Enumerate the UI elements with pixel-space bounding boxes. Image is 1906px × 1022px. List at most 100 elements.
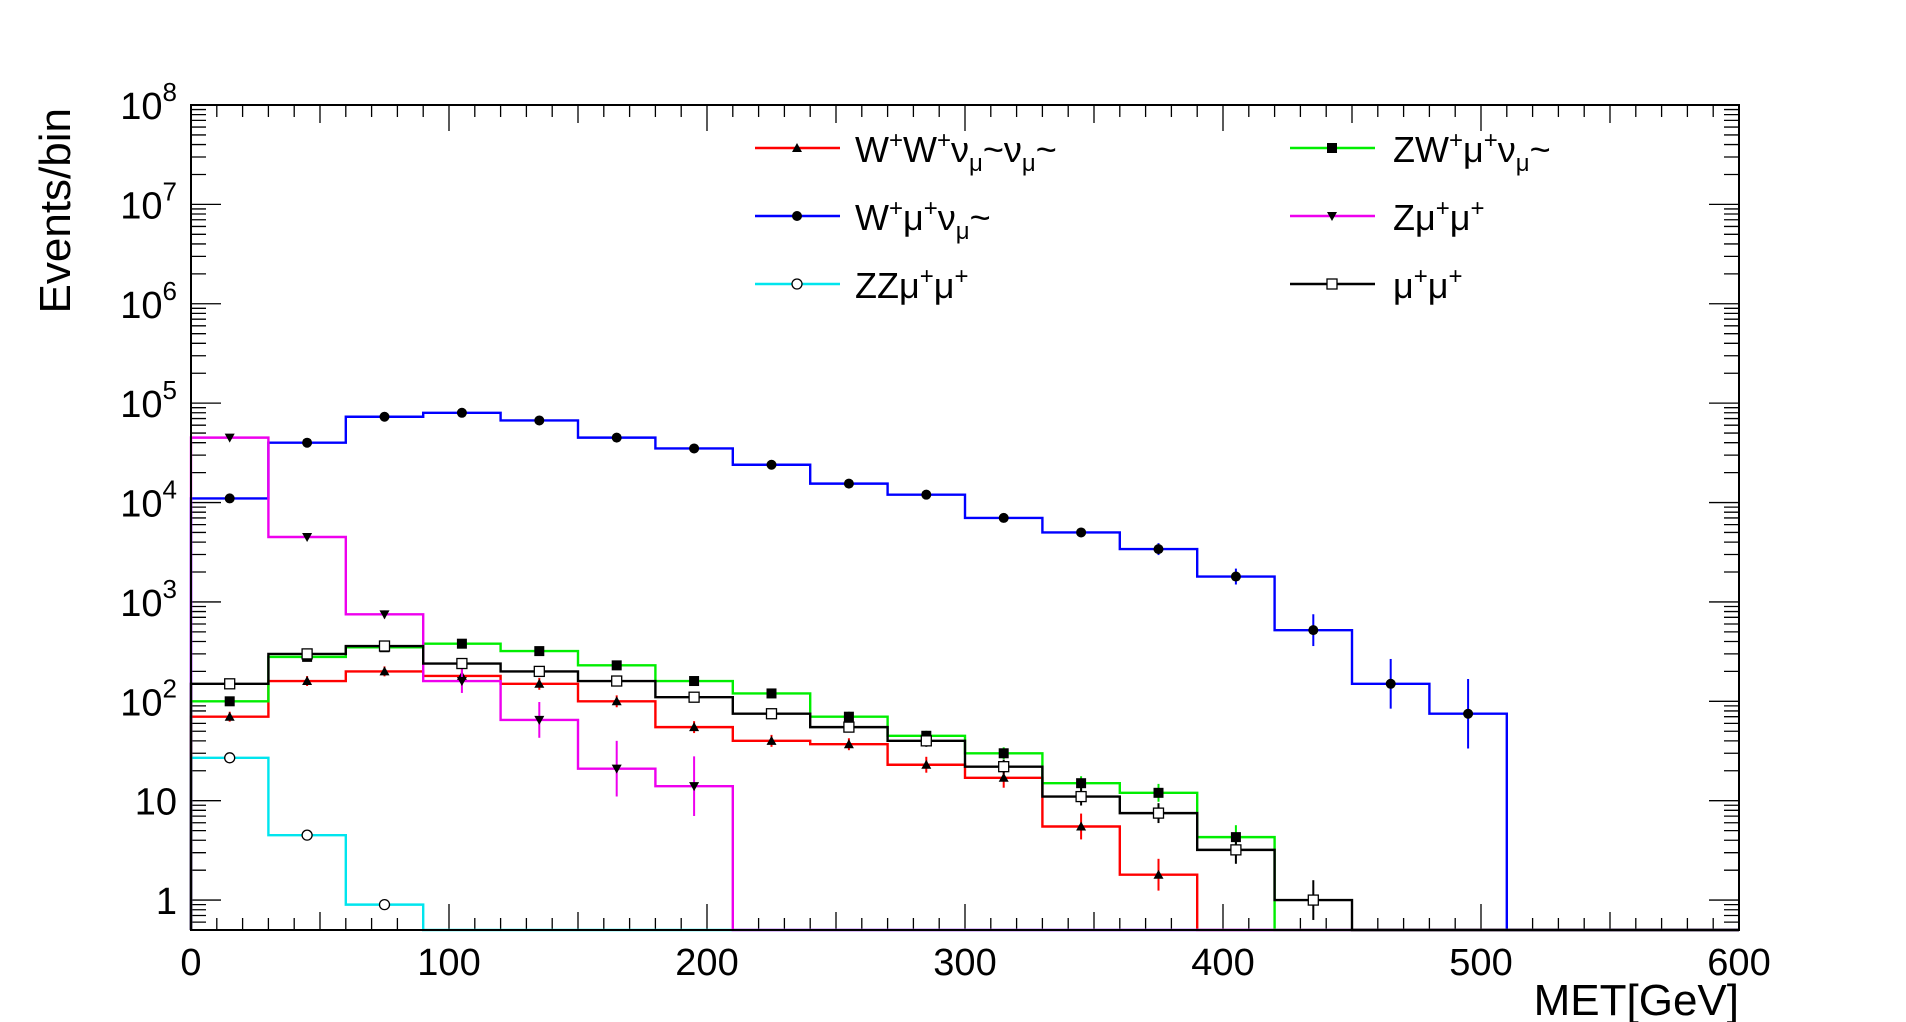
data-point: [1385, 678, 1396, 689]
legend-label: ZW+μ+νμ~: [1393, 127, 1551, 177]
data-point: [843, 721, 855, 733]
data-point: [378, 898, 391, 911]
data-point: [998, 761, 1010, 773]
legend-entry-0: W+W+νμ~νμ~: [755, 127, 1057, 177]
legend-label: W+W+νμ~νμ~: [855, 127, 1057, 177]
data-point: [1326, 278, 1338, 290]
data-point: [766, 688, 777, 699]
data-point: [843, 478, 854, 489]
legend-label: Zμ+μ+: [1393, 195, 1485, 238]
data-point: [1153, 869, 1164, 879]
data-point: [456, 638, 467, 649]
data-point: [1327, 212, 1337, 221]
data-point: [456, 677, 467, 687]
data-point: [688, 691, 700, 703]
data-point: [224, 711, 235, 721]
data-point: [611, 432, 622, 443]
data-point: [998, 512, 1009, 523]
data-point: [1463, 708, 1474, 719]
x-tick-label: 600: [1707, 942, 1770, 984]
data-point: [611, 675, 623, 687]
data-point: [224, 696, 235, 707]
data-point: [534, 678, 545, 688]
data-point: [1153, 787, 1164, 798]
y-axis-title: Events/bin: [31, 108, 80, 313]
data-point: [224, 752, 236, 764]
x-axis-title: MET[GeV]: [1534, 976, 1739, 1022]
data-point: [302, 437, 313, 448]
data-point: [224, 493, 235, 504]
data-point: [379, 411, 390, 422]
series-step-line: [189, 644, 1739, 932]
data-point: [302, 676, 313, 686]
x-tick-label: 300: [933, 942, 996, 984]
data-point: [378, 640, 391, 652]
data-point: [843, 739, 854, 749]
data-point: [1327, 143, 1337, 153]
y-tick-labels: 1 10 102 103 104 105 106 107 108: [120, 77, 177, 923]
y-tick-label: 108: [120, 77, 177, 128]
legend-label: ZZμ+μ+: [855, 263, 969, 306]
y-tick-label: 107: [120, 176, 177, 227]
x-tick-label: 100: [417, 942, 480, 984]
y-tick-label: 102: [120, 673, 177, 724]
x-tick-labels: 0 100 200 300 400 500 600: [180, 942, 1770, 984]
data-point: [998, 748, 1009, 759]
data-point: [1230, 571, 1241, 582]
y-tick-label: 1: [156, 881, 177, 923]
data-point: [766, 459, 777, 470]
data-point: [689, 722, 700, 732]
data-point: [611, 764, 622, 774]
data-point: [921, 759, 932, 769]
legend-label: W+μ+νμ~: [855, 195, 991, 245]
data-point: [302, 533, 313, 543]
series-2: [189, 752, 1739, 932]
y-tick-label: 104: [120, 475, 177, 526]
y-tick-label: 10: [135, 782, 177, 824]
legend-entry-5: μ+μ+: [1290, 263, 1463, 306]
data-point: [224, 433, 235, 443]
data-point: [998, 772, 1009, 782]
series-step-line: [189, 436, 1739, 932]
plot-frame: [190, 104, 1740, 931]
data-point: [920, 735, 932, 747]
legend-entry-1: W+μ+νμ~: [755, 195, 991, 245]
data-point: [533, 665, 545, 678]
data-point: [1153, 544, 1164, 555]
data-point: [534, 646, 545, 657]
data-point: [1308, 625, 1319, 636]
data-point: [611, 660, 622, 671]
data-point: [379, 666, 390, 676]
x-tick-label: 0: [180, 942, 201, 984]
series-4: [189, 433, 1739, 932]
data-point: [301, 829, 313, 841]
data-point: [791, 278, 803, 290]
data-point: [534, 415, 545, 426]
data-point: [1230, 844, 1242, 856]
x-tick-label: 200: [675, 942, 738, 984]
series-step-line: [189, 411, 1739, 932]
data-point: [766, 735, 777, 745]
y-tick-label: 105: [120, 375, 177, 426]
data-point: [379, 610, 390, 620]
data-point: [224, 678, 236, 690]
data-point: [689, 676, 700, 687]
series-5: [189, 640, 1739, 932]
x-tick-label: 400: [1191, 942, 1254, 984]
data-point: [689, 782, 700, 792]
data-point: [843, 711, 854, 722]
data-point: [792, 143, 802, 152]
data-point: [1076, 527, 1087, 538]
data-point: [1152, 807, 1165, 819]
data-point: [534, 715, 545, 725]
data-point: [1307, 894, 1319, 906]
data-point: [792, 211, 802, 221]
data-point: [456, 407, 467, 418]
legend: W+W+νμ~νμ~ W+μ+νμ~ ZZμ+μ+ ZW+μ+νμ~ Zμ+μ+ μ+μ+: [755, 127, 1551, 306]
x-tick-label: 500: [1449, 942, 1512, 984]
legend-entry-4: Zμ+μ+: [1290, 195, 1485, 238]
data-point: [1075, 790, 1087, 803]
legend-entry-2: ZZμ+μ+: [755, 263, 969, 306]
